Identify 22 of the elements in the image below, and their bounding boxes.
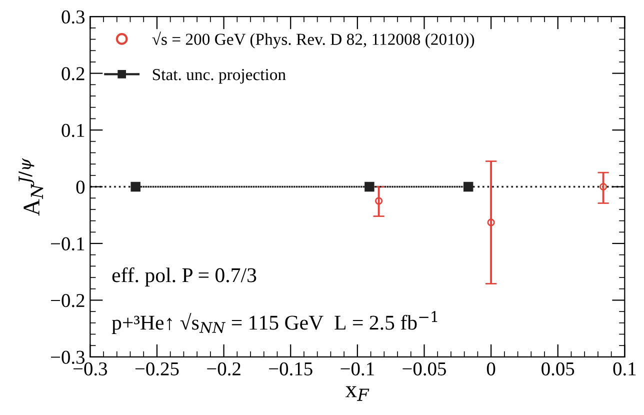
y-axis-title: A$_{N}$$^{J/ψ}$ (18, 158, 44, 216)
x-tick-label: 0.1 (613, 362, 636, 376)
x-axis-title: x$_{F}$ (345, 386, 370, 401)
x-tick-label: 0.05 (542, 362, 574, 376)
x-tick-label: −0.3 (73, 362, 108, 376)
y-tick-label: −0.3 (51, 350, 85, 364)
annotation: p+³He↑ √s$_{NN}$ = 115 GeV L = 2.5 fb$^{−1}$ (112, 311, 438, 334)
y-tick-label: −0.2 (51, 294, 84, 308)
x-tick-label: −0.2 (207, 362, 240, 376)
legend-label: √s = 200 GeV (Phys. Rev. D 82, 112008 (2010)) (152, 32, 474, 48)
x-tick-label: −0.1 (340, 362, 374, 376)
x-tick-label: −0.15 (269, 362, 312, 376)
y-tick-label: 0.3 (62, 10, 85, 24)
x-tick-label: −0.05 (402, 362, 446, 376)
annotation: eff. pol. P = 0.7/3 (112, 267, 256, 286)
y-tick-label: 0 (76, 180, 85, 194)
y-tick-label: −0.1 (51, 237, 84, 250)
x-tick-label: 0 (486, 362, 496, 376)
y-tick-label: 0.2 (62, 67, 84, 80)
y-tick-label: 0.1 (62, 124, 84, 138)
legend-label: Stat. unc. projection (152, 69, 286, 84)
x-tick-label: −0.25 (135, 362, 179, 376)
